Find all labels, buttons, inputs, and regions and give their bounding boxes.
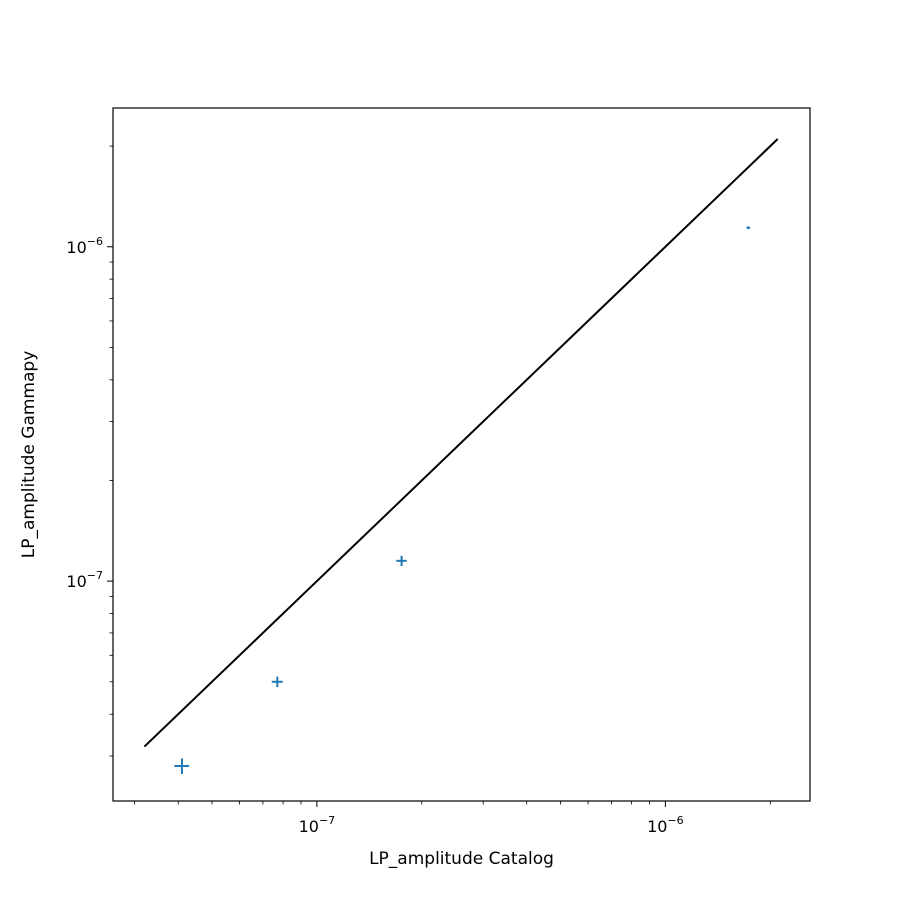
x-axis-label: LP_amplitude Catalog <box>369 849 554 869</box>
data-points <box>174 226 751 774</box>
reference-line <box>143 138 779 748</box>
plot-frame <box>112 107 811 802</box>
data-point <box>746 226 751 230</box>
y-tick-labels: 10−7 10−6 <box>66 235 103 591</box>
data-point <box>174 758 190 774</box>
y-tick-label: 10−7 <box>66 569 103 591</box>
data-point <box>271 676 283 688</box>
x-tick-label: 10−7 <box>299 814 336 836</box>
x-tick-labels: 10−7 10−6 <box>299 814 684 836</box>
y-tick-label: 10−6 <box>66 235 103 257</box>
major-ticks <box>107 246 666 807</box>
data-point <box>396 555 407 566</box>
minor-ticks <box>109 145 771 805</box>
x-tick-label: 10−6 <box>647 814 684 836</box>
reference-line-layer <box>143 138 779 748</box>
y-axis-label: LP_amplitude Gammapy <box>19 351 39 559</box>
